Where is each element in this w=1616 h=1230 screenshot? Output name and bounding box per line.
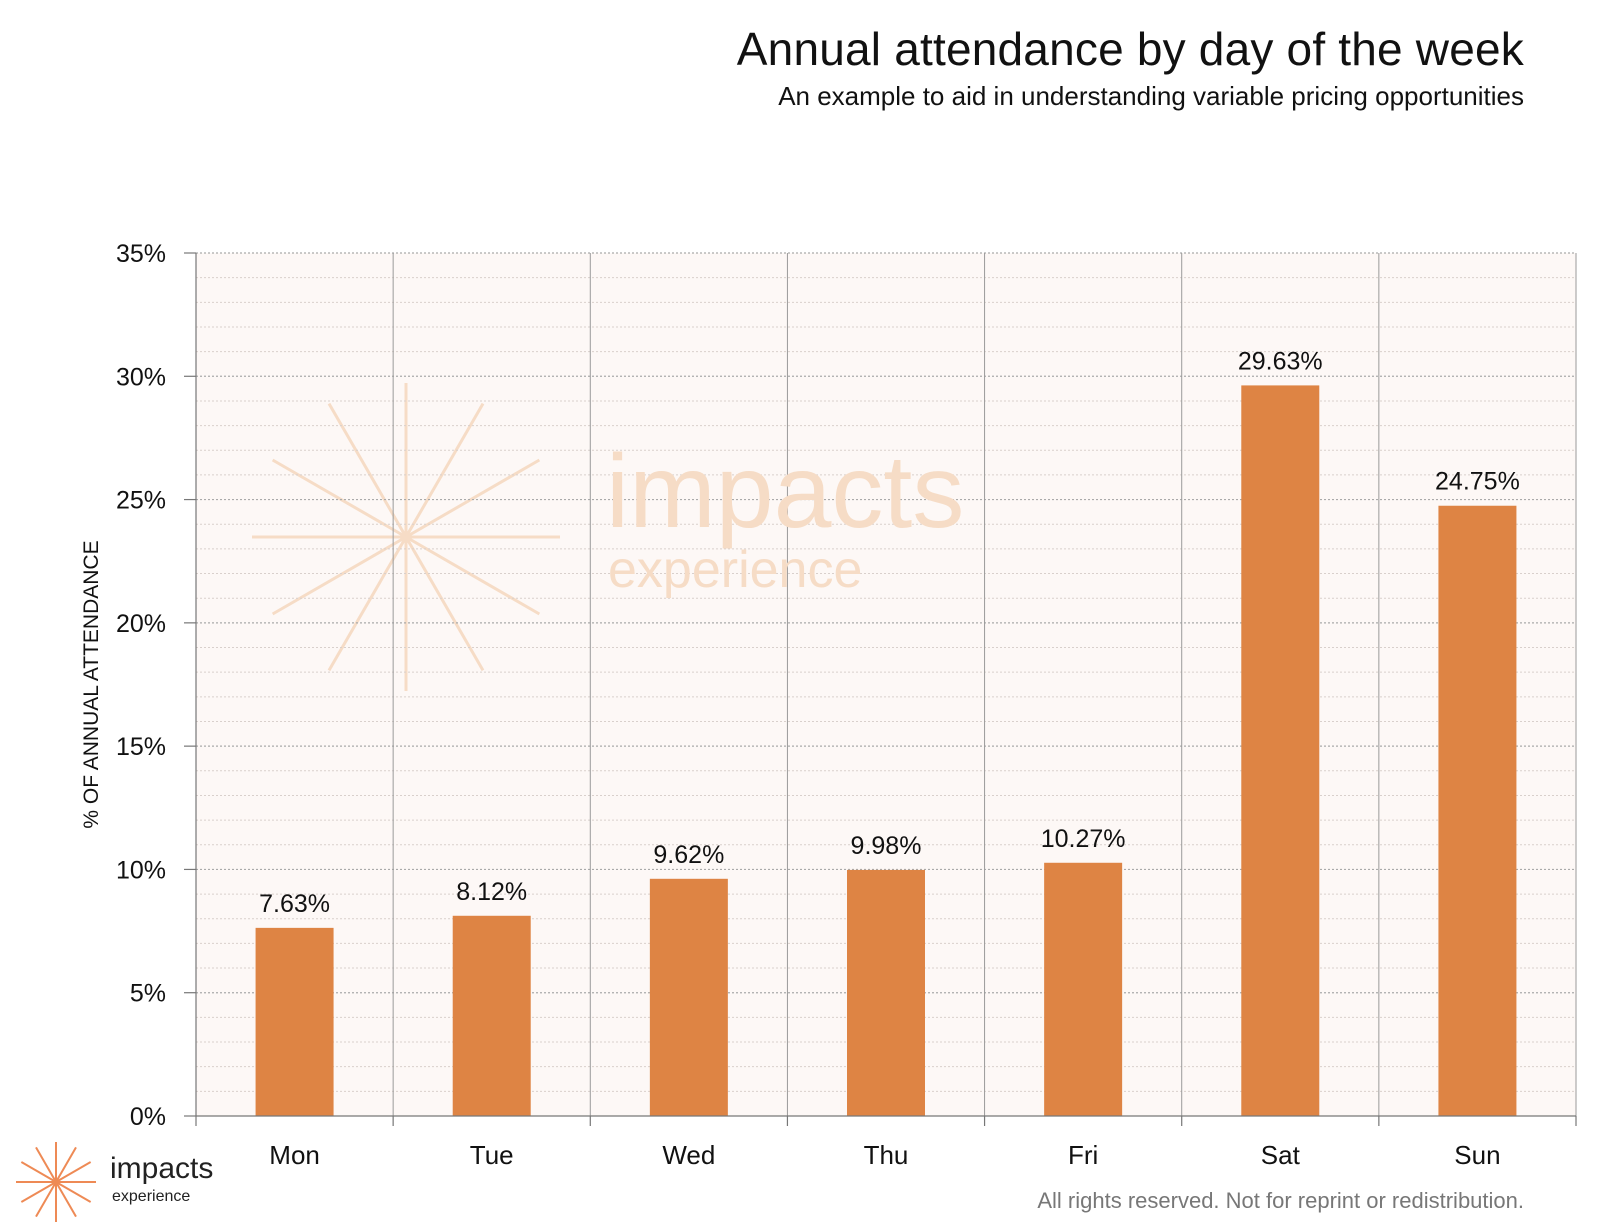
bar-tue — [452, 915, 531, 1116]
y-axis-ticks: 0% 5% 10% 15% 20% 25% 30% 35% — [116, 240, 197, 1131]
brand-name: impacts — [110, 1152, 214, 1185]
data-labels: 7.63% 8.12% 9.62% 9.98% 10.27% 29.63% 24.75% — [259, 347, 1520, 917]
x-tick-label: Tue — [470, 1140, 514, 1170]
bar-thu — [847, 869, 925, 1116]
starburst-icon — [16, 1142, 96, 1222]
y-tick-label: 10% — [116, 856, 166, 884]
data-label: 8.12% — [456, 878, 527, 906]
x-tick-label: Mon — [269, 1140, 320, 1170]
data-label: 9.62% — [653, 841, 724, 869]
data-label: 24.75% — [1435, 468, 1520, 496]
bar-mon — [255, 927, 334, 1116]
y-tick-label: 5% — [130, 980, 166, 1008]
bar-sat — [1241, 385, 1320, 1117]
x-tick-label: Wed — [662, 1140, 715, 1170]
chart-subtitle: An example to aid in understanding varia… — [778, 81, 1524, 111]
brand-subtitle: experience — [112, 1188, 191, 1205]
watermark-ray — [271, 458, 541, 616]
y-tick-label: 20% — [116, 610, 166, 638]
y-tick-label: 35% — [116, 240, 166, 268]
x-tick-label: Sun — [1454, 1140, 1500, 1170]
x-tick-label: Thu — [864, 1140, 909, 1170]
bars — [255, 385, 1517, 1117]
y-tick-label: 0% — [130, 1103, 166, 1131]
y-tick-label: 30% — [116, 363, 166, 391]
bar-sun — [1438, 505, 1517, 1116]
x-tick-label: Sat — [1261, 1140, 1301, 1170]
x-axis-ticks: Mon Tue Wed Thu Fri Sat Sun — [195, 1115, 1577, 1170]
data-label: 9.98% — [851, 832, 922, 860]
y-tick-label: 15% — [116, 733, 166, 761]
chart-title: Annual attendance by day of the week — [736, 23, 1524, 75]
major-gridlines — [196, 252, 1576, 994]
y-axis-label: % OF ANNUAL ATTENDANCE — [80, 540, 103, 828]
starburst-icon — [252, 383, 560, 691]
bar-wed — [649, 878, 728, 1116]
chart-header: Annual attendance by day of the week An … — [737, 22, 1524, 112]
data-label: 10.27% — [1041, 825, 1126, 853]
brand-logo: impacts experience — [10, 1136, 250, 1226]
data-label: 29.63% — [1238, 347, 1323, 375]
brand-ray — [20, 1161, 92, 1203]
data-label: 7.63% — [259, 890, 330, 918]
x-tick-label: Fri — [1068, 1140, 1098, 1170]
y-tick-label: 25% — [116, 487, 166, 515]
rights-notice: All rights reserved. Not for reprint or … — [1037, 1188, 1524, 1213]
bar-fri — [1044, 862, 1123, 1116]
